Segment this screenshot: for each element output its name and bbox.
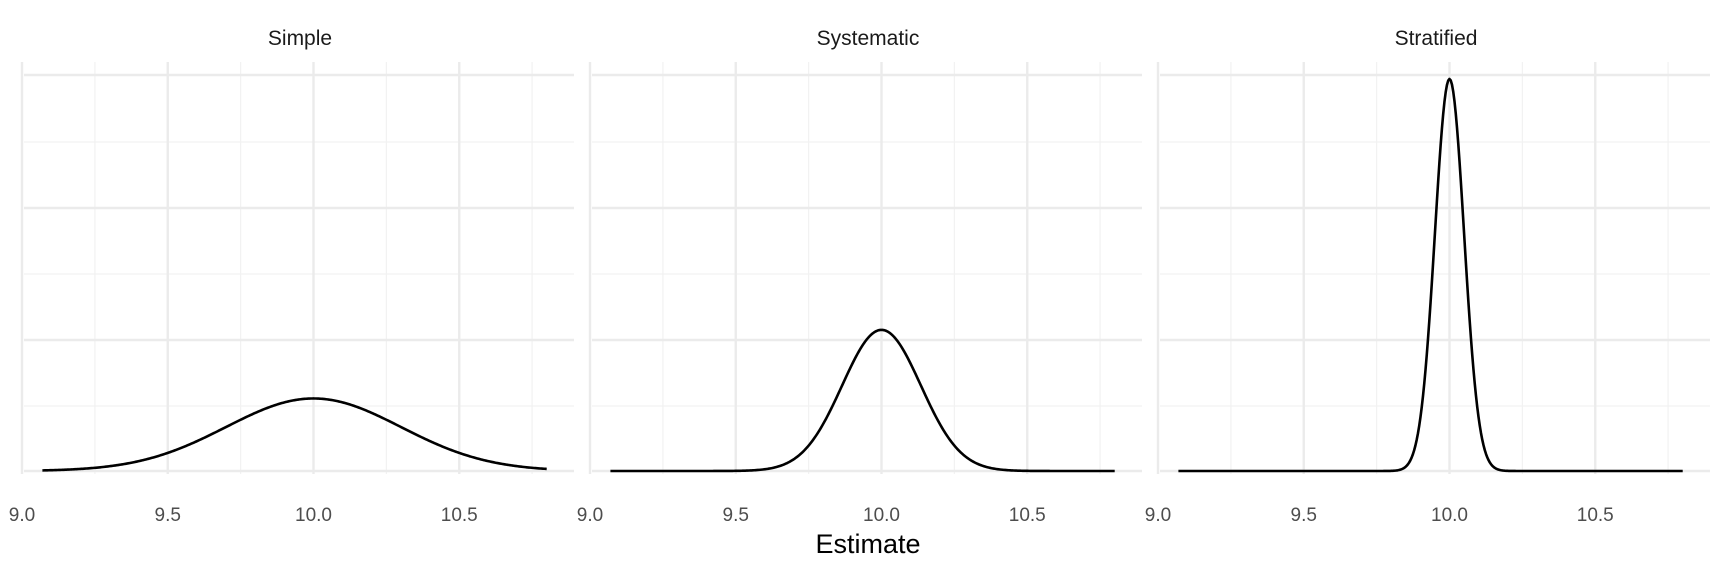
panel-systematic: Systematic 9.0 9.5 10.0 10.5 [577,27,1142,526]
x-axis-title: Estimate [815,529,920,559]
density-curve [610,328,1115,473]
x-tick-label: 9.5 [155,505,181,526]
x-tick-label: 10.0 [295,505,332,526]
panels-layer: Simple 9.0 9.5 10.0 10.5 Systematic 9.0 9.5 10.0… [9,27,1710,526]
panel-title: Systematic [817,27,920,50]
panel-title: Stratified [1395,27,1478,50]
panel-title: Simple [268,27,332,50]
x-tick-label: 9.0 [9,505,35,526]
panel-simple: Simple 9.0 9.5 10.0 10.5 [9,27,574,526]
panel-stratified: Stratified 9.0 9.5 10.0 10.5 [1145,27,1710,526]
density-curve [1178,77,1683,473]
x-tick-label: 10.5 [1577,505,1614,526]
x-tick-label: 9.5 [1291,505,1317,526]
x-tick-label: 10.5 [441,505,478,526]
x-tick-label: 9.5 [723,505,749,526]
x-tick-label: 9.0 [577,505,603,526]
x-tick-label: 10.0 [1431,505,1468,526]
x-tick-label: 10.0 [863,505,900,526]
x-tick-label: 10.5 [1009,505,1046,526]
density-curve [42,397,547,472]
x-tick-label: 9.0 [1145,505,1171,526]
